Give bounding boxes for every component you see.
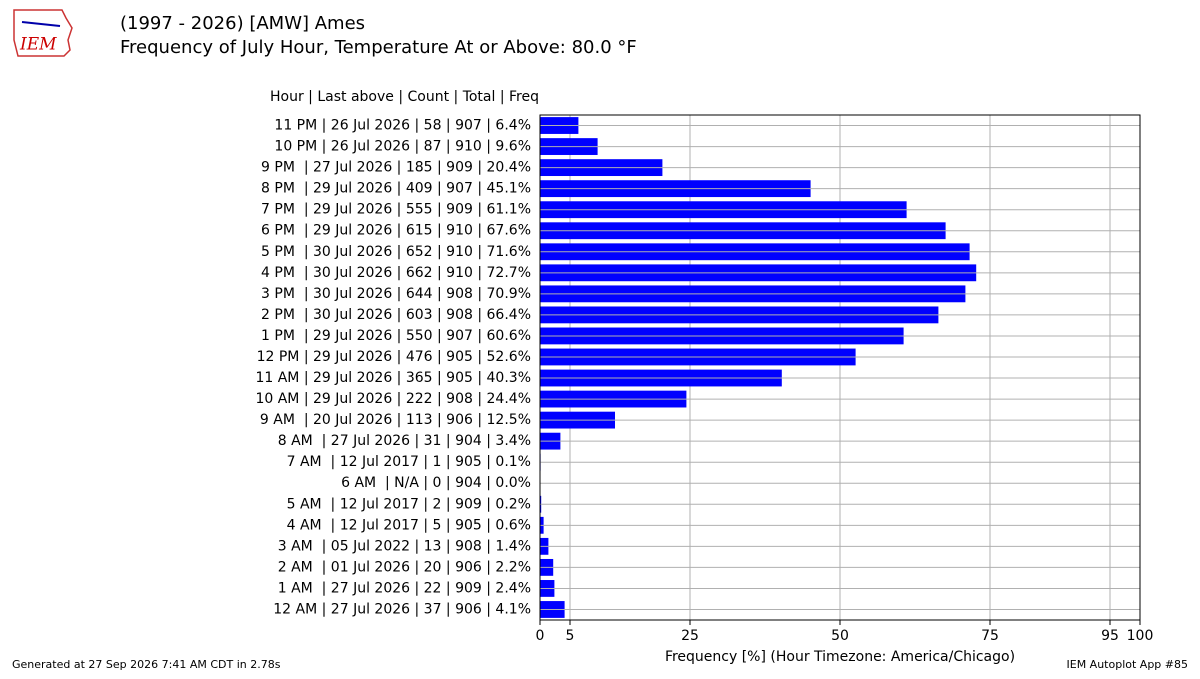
y-tick-label: 6 AM | N/A | 0 | 904 | 0.0% <box>341 475 531 491</box>
y-tick-label: 8 PM | 29 Jul 2026 | 409 | 907 | 45.1% <box>261 181 531 197</box>
y-tick-label: 12 PM | 29 Jul 2026 | 476 | 905 | 52.6% <box>257 349 531 365</box>
y-tick-label: 2 PM | 30 Jul 2026 | 603 | 908 | 66.4% <box>261 307 531 323</box>
y-tick-label: 7 AM | 12 Jul 2017 | 1 | 905 | 0.1% <box>287 454 531 470</box>
y-tick-label: 3 AM | 05 Jul 2022 | 13 | 908 | 1.4% <box>278 538 531 554</box>
plot-frame <box>539 114 1141 621</box>
x-axis-label: Frequency [%] (Hour Timezone: America/Ch… <box>665 649 1015 665</box>
y-tick-label: 4 AM | 12 Jul 2017 | 5 | 905 | 0.6% <box>287 517 531 533</box>
x-tick-label: 0 <box>536 628 545 644</box>
y-tick-label: 4 PM | 30 Jul 2026 | 662 | 910 | 72.7% <box>261 265 531 281</box>
x-tick-label: 5 <box>566 628 575 644</box>
footer-right: IEM Autoplot App #85 <box>1067 658 1189 671</box>
logo-text: IEM <box>19 35 57 55</box>
y-tick-label: 10 AM | 29 Jul 2026 | 222 | 908 | 24.4% <box>255 391 531 407</box>
y-tick-label: 11 PM | 26 Jul 2026 | 58 | 907 | 6.4% <box>274 118 531 134</box>
chart-subtitle: Frequency of July Hour, Temperature At o… <box>120 37 637 58</box>
y-tick-label: 11 AM | 29 Jul 2026 | 365 | 905 | 40.3% <box>255 370 531 386</box>
x-tick-label: 75 <box>981 628 999 644</box>
y-tick-label: 2 AM | 01 Jul 2026 | 20 | 906 | 2.2% <box>278 559 531 575</box>
y-tick-label: 12 AM | 27 Jul 2026 | 37 | 906 | 4.1% <box>273 601 531 617</box>
x-tick-label: 50 <box>831 628 849 644</box>
footer-left: Generated at 27 Sep 2026 7:41 AM CDT in … <box>12 658 281 671</box>
y-tick-label: 7 PM | 29 Jul 2026 | 555 | 909 | 61.1% <box>261 202 531 218</box>
logo: IEM <box>13 9 73 57</box>
y-tick-label: 6 PM | 29 Jul 2026 | 615 | 910 | 67.6% <box>261 223 531 239</box>
y-tick-label: 1 PM | 29 Jul 2026 | 550 | 907 | 60.6% <box>261 328 531 344</box>
y-tick-label: 9 AM | 20 Jul 2026 | 113 | 906 | 12.5% <box>260 412 531 428</box>
y-tick-label: 8 AM | 27 Jul 2026 | 31 | 904 | 3.4% <box>278 433 531 449</box>
y-tick-label: 10 PM | 26 Jul 2026 | 87 | 910 | 9.6% <box>274 139 531 155</box>
y-tick-label: 5 PM | 30 Jul 2026 | 652 | 910 | 71.6% <box>261 244 531 260</box>
y-tick-label: 3 PM | 30 Jul 2026 | 644 | 908 | 70.9% <box>261 286 531 302</box>
chart-title: (1997 - 2026) [AMW] Ames <box>120 13 365 34</box>
x-tick-label: 25 <box>681 628 699 644</box>
x-tick-label: 95 <box>1101 628 1119 644</box>
x-tick-label: 100 <box>1127 628 1154 644</box>
y-tick-label: 1 AM | 27 Jul 2026 | 22 | 909 | 2.4% <box>278 580 531 596</box>
column-header: Hour | Last above | Count | Total | Freq <box>270 89 539 105</box>
y-tick-label: 9 PM | 27 Jul 2026 | 185 | 909 | 20.4% <box>261 160 531 176</box>
y-tick-label: 5 AM | 12 Jul 2017 | 2 | 909 | 0.2% <box>287 496 531 512</box>
